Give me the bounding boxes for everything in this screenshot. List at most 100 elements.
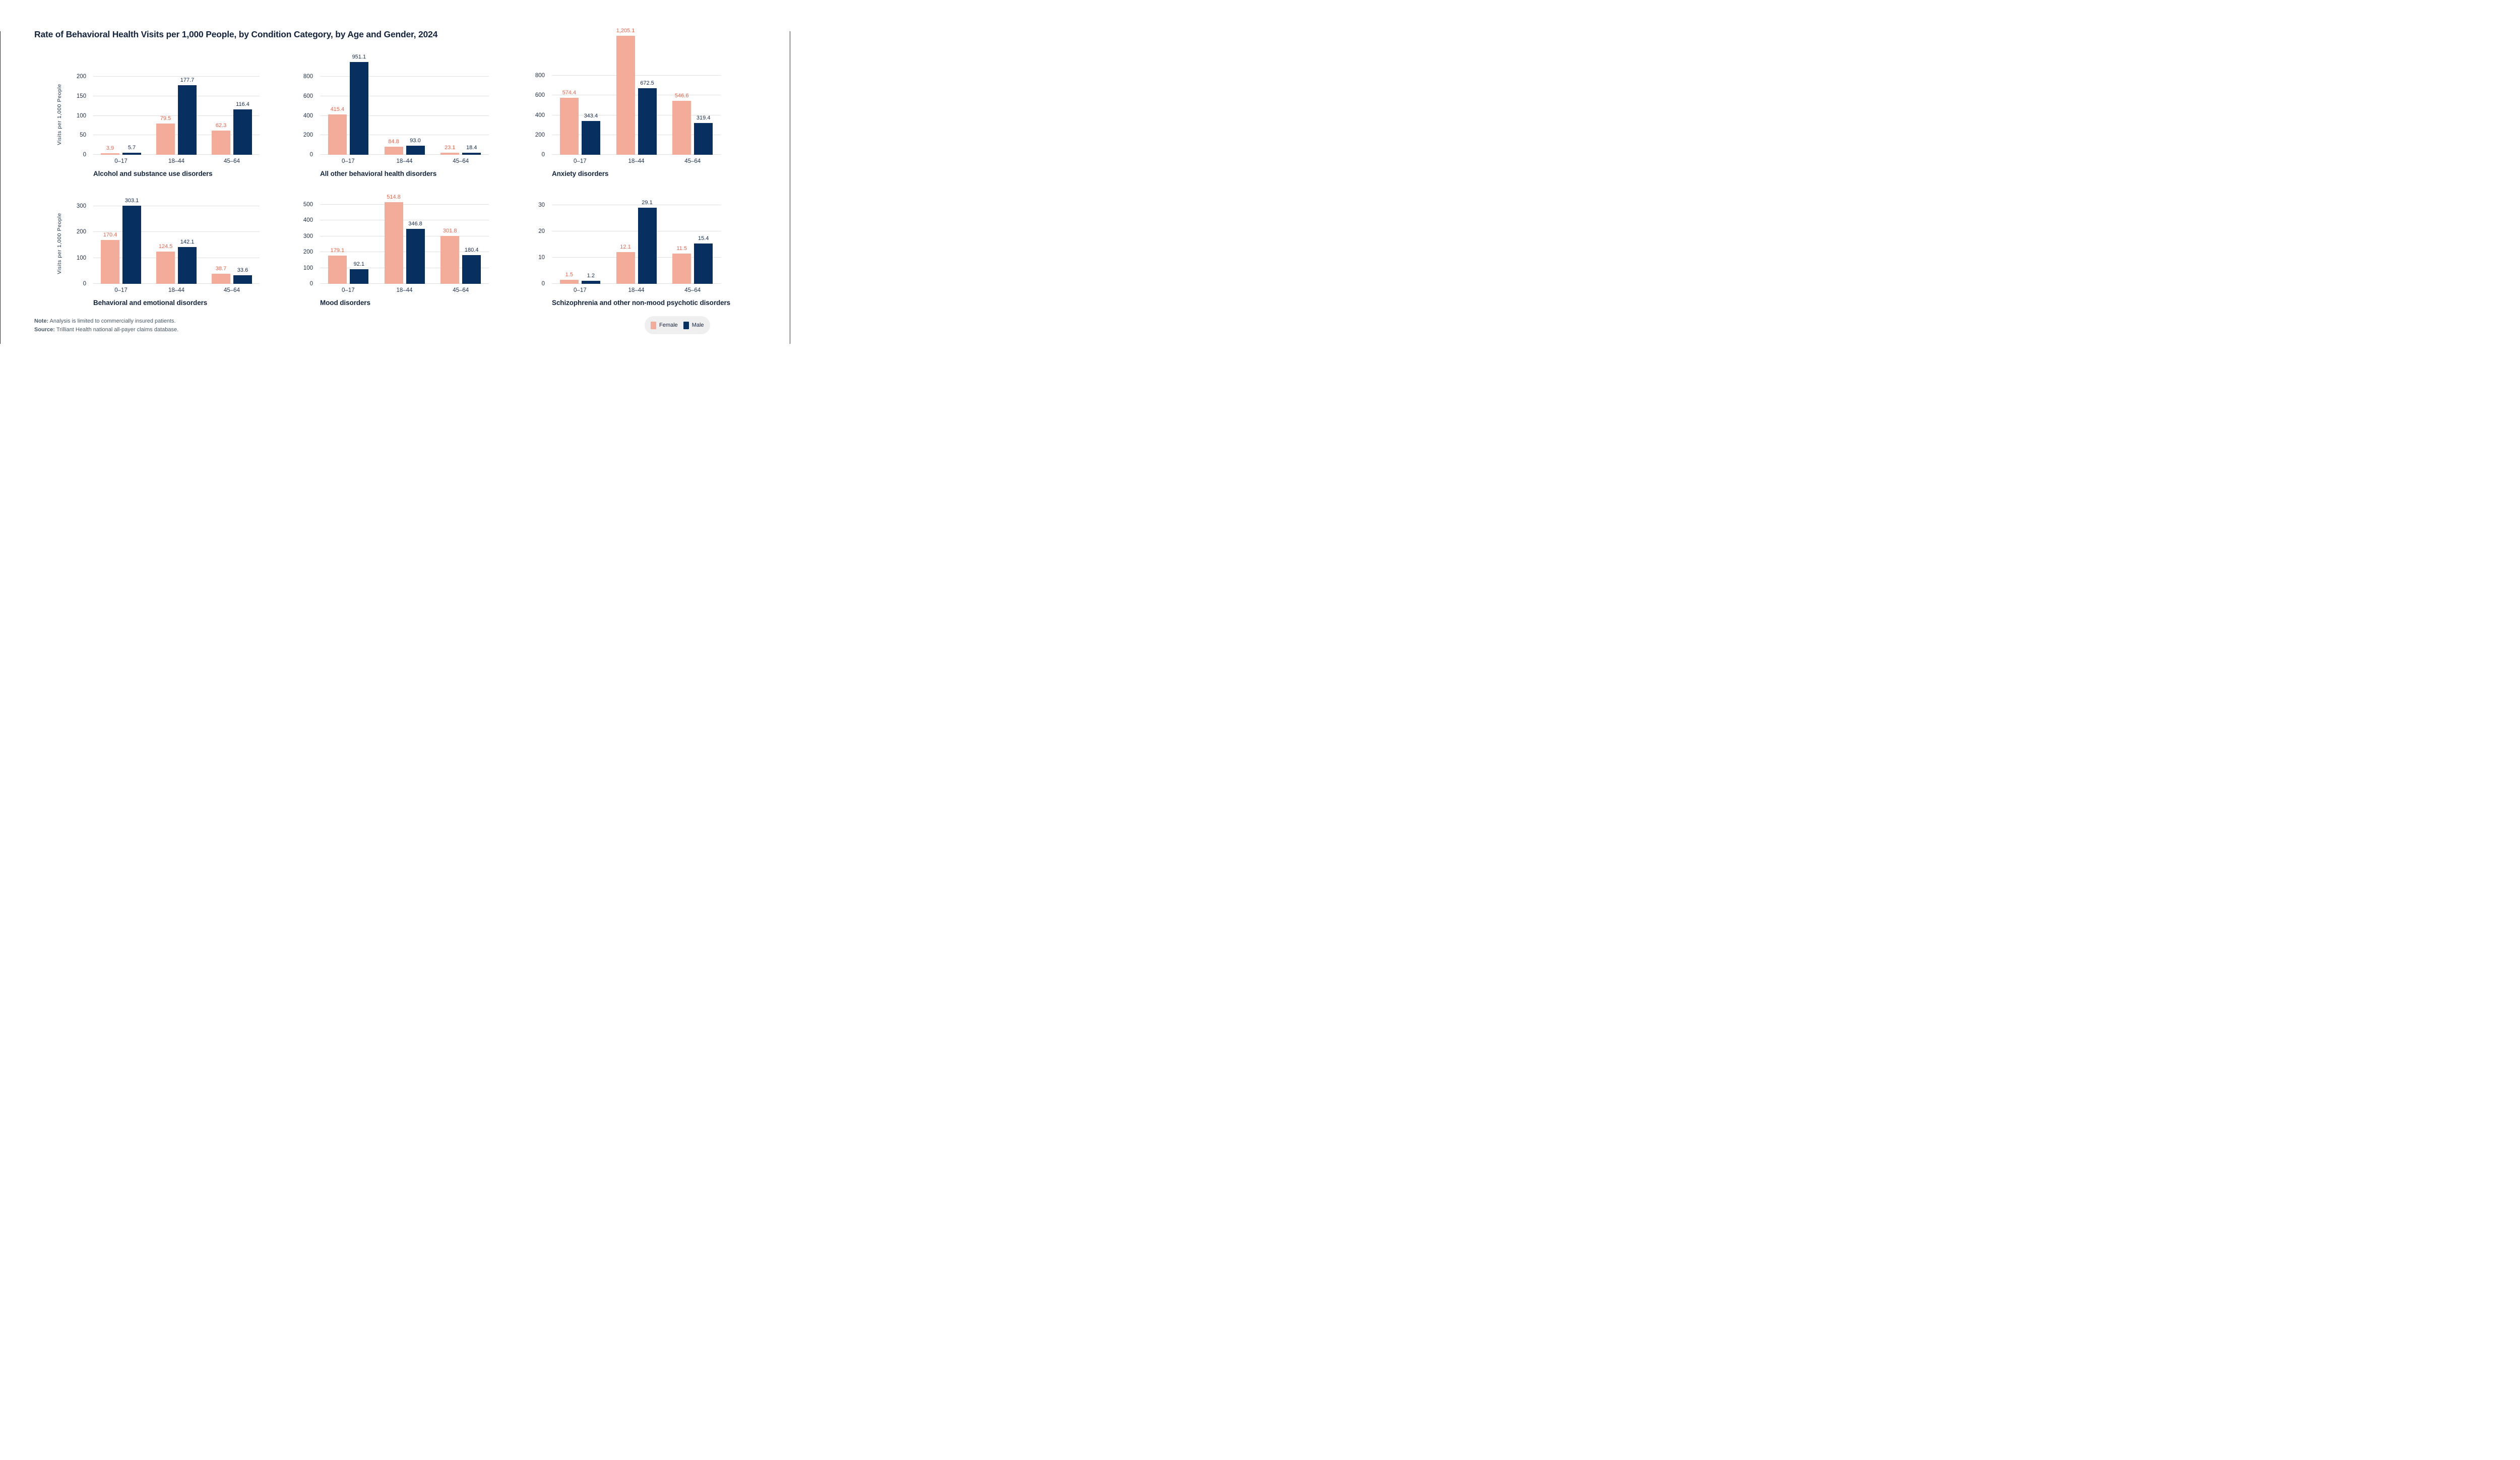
- y-tick-label: 0: [309, 152, 313, 158]
- bar-female: 301.8: [440, 228, 460, 284]
- x-axis-labels: 0–17 18–44 45–64: [552, 287, 721, 294]
- gridline: [552, 283, 721, 284]
- plot-area: 0 200 400 600 800 574.4 343.4 1,205.1 672.5 546.6…: [535, 28, 721, 158]
- y-tick-label: 200: [76, 229, 86, 235]
- gridline: [93, 231, 260, 232]
- bar-value-label: 415.4: [330, 106, 345, 112]
- bar-value-label: 33.6: [237, 267, 248, 273]
- gridline: [320, 115, 489, 116]
- y-tick-label: 200: [535, 132, 545, 138]
- x-category-label: 0–17: [574, 287, 587, 293]
- y-tick-label: 100: [76, 255, 86, 261]
- x-category-label: 0–17: [342, 158, 355, 164]
- gridline: [552, 75, 721, 76]
- bar-value-label: 79.5: [160, 115, 171, 122]
- source-label: Source:: [34, 326, 55, 333]
- page-title: Rate of Behavioral Health Visits per 1,0…: [34, 29, 438, 39]
- y-axis-label: Visits per 1,000 People: [56, 84, 62, 145]
- bar-female: 179.1: [328, 248, 347, 284]
- bar-value-label: 23.1: [444, 144, 456, 151]
- bar-group: 84.8 93.0: [376, 59, 433, 155]
- x-axis-labels: 0–17 18–44 45–64: [93, 287, 260, 294]
- bar-female: 124.5: [156, 244, 175, 284]
- bar-value-label: 18.4: [466, 145, 477, 151]
- x-category-label: 0–17: [342, 287, 355, 293]
- bar-value-label: 574.4: [562, 90, 577, 96]
- bar-group: 170.4 303.1: [93, 198, 149, 284]
- gridline: [93, 115, 260, 116]
- gridline: [320, 76, 489, 77]
- bar-value-label: 3.9: [106, 145, 114, 151]
- y-tick-label: 0: [83, 152, 86, 158]
- bar-value-label: 84.8: [388, 138, 399, 145]
- gridline: [320, 154, 489, 155]
- bar-group: 23.1 18.4: [432, 59, 489, 155]
- bar-group: 3.9 5.7: [93, 74, 149, 155]
- bar-male: 5.7: [122, 145, 141, 155]
- chart-panel-all-other-behavioral-health-disorders: 0 200 400 600 800 415.4 951.1 84.8 93.0 23.1 18.4 0…: [287, 54, 489, 177]
- bar-value-label: 346.8: [408, 221, 422, 227]
- bar-female: 11.5: [672, 246, 691, 284]
- bar-female: 3.9: [101, 145, 119, 155]
- x-category-label: 18–44: [168, 287, 184, 293]
- y-tick-label: 500: [303, 201, 313, 208]
- bar-groups: 415.4 951.1 84.8 93.0 23.1 18.4: [320, 54, 489, 155]
- footnote: Note: Analysis is limited to commerciall…: [34, 317, 178, 334]
- bar-value-label: 301.8: [443, 228, 457, 234]
- bar-value-label: 951.1: [352, 53, 366, 60]
- bar-value-label: 303.1: [124, 197, 139, 204]
- bar-value-label: 319.4: [696, 115, 711, 121]
- bar-value-label: 546.6: [674, 92, 689, 99]
- bar-female: 514.8: [384, 194, 403, 284]
- bar-female: 62.3: [212, 123, 230, 155]
- plot-area: 0 200 400 600 800 415.4 951.1 84.8 93.0 23.1 18.4: [303, 54, 489, 158]
- bar-female: 546.6: [672, 93, 691, 155]
- x-category-label: 45–64: [453, 158, 469, 164]
- bar-value-label: 116.4: [236, 101, 249, 107]
- bar-groups: 170.4 303.1 124.5 142.1 38.7 33.6: [93, 198, 260, 284]
- bar-group: 62.3 116.4: [204, 74, 260, 155]
- bar-value-label: 672.5: [640, 80, 654, 87]
- bar-female: 574.4: [559, 90, 579, 155]
- bar-male: 142.1: [178, 239, 197, 284]
- bar-group: 12.1 29.1: [608, 200, 665, 284]
- plot-area: 0 100 200 300 400 500 179.1 92.1 514.8 346.8 301.8…: [303, 194, 489, 287]
- y-tick-label: 600: [535, 92, 545, 99]
- x-category-label: 45–64: [684, 158, 701, 164]
- chart-title: Schizophrenia and other non-mood psychot…: [552, 299, 731, 307]
- x-category-label: 45–64: [684, 287, 701, 293]
- gridline: [93, 154, 260, 155]
- x-axis-labels: 0–17 18–44 45–64: [552, 158, 721, 165]
- bar-value-label: 93.0: [410, 138, 421, 144]
- bar-value-label: 1.2: [587, 272, 595, 279]
- legend: Female Male: [645, 316, 710, 334]
- bar-value-label: 11.5: [676, 246, 687, 252]
- bar-male: 1.2: [581, 273, 600, 284]
- bar-groups: 179.1 92.1 514.8 346.8 301.8 180.4: [320, 194, 489, 284]
- x-axis-labels: 0–17 18–44 45–64: [320, 287, 489, 294]
- bar-value-label: 62.3: [215, 122, 227, 129]
- source-text: Trilliant Health national all-payer clai…: [54, 326, 179, 333]
- x-category-label: 18–44: [168, 158, 184, 164]
- y-tick-label: 400: [303, 112, 313, 119]
- bar-male: 346.8: [406, 221, 425, 284]
- bar-female: 12.1: [616, 244, 635, 284]
- bar-value-label: 514.8: [387, 194, 401, 201]
- source-line: Source: Trilliant Health national all-pa…: [34, 326, 178, 334]
- bar-value-label: 15.4: [698, 235, 709, 241]
- plot-area: 0 100 200 300 170.4 303.1 124.5 142.1 38.7 33.6: [77, 198, 260, 287]
- y-tick-label: 200: [303, 132, 313, 139]
- chart-title: Alcohol and substance use disorders: [93, 170, 213, 177]
- y-tick-label: 20: [538, 228, 545, 235]
- y-tick-label: 200: [76, 74, 86, 80]
- bar-male: 92.1: [349, 261, 368, 284]
- chart-title: All other behavioral health disorders: [320, 170, 437, 177]
- x-category-label: 0–17: [574, 158, 587, 164]
- y-tick-label: 400: [535, 112, 545, 118]
- bar-group: 38.7 33.6: [204, 203, 260, 284]
- chart-panel-anxiety-disorders: 0 200 400 600 800 574.4 343.4 1,205.1 672.5 546.6…: [519, 28, 721, 177]
- y-axis-label: Visits per 1,000 People: [56, 213, 62, 274]
- y-tick-label: 0: [83, 281, 86, 287]
- y-tick-label: 200: [303, 249, 313, 256]
- gridline: [552, 154, 721, 155]
